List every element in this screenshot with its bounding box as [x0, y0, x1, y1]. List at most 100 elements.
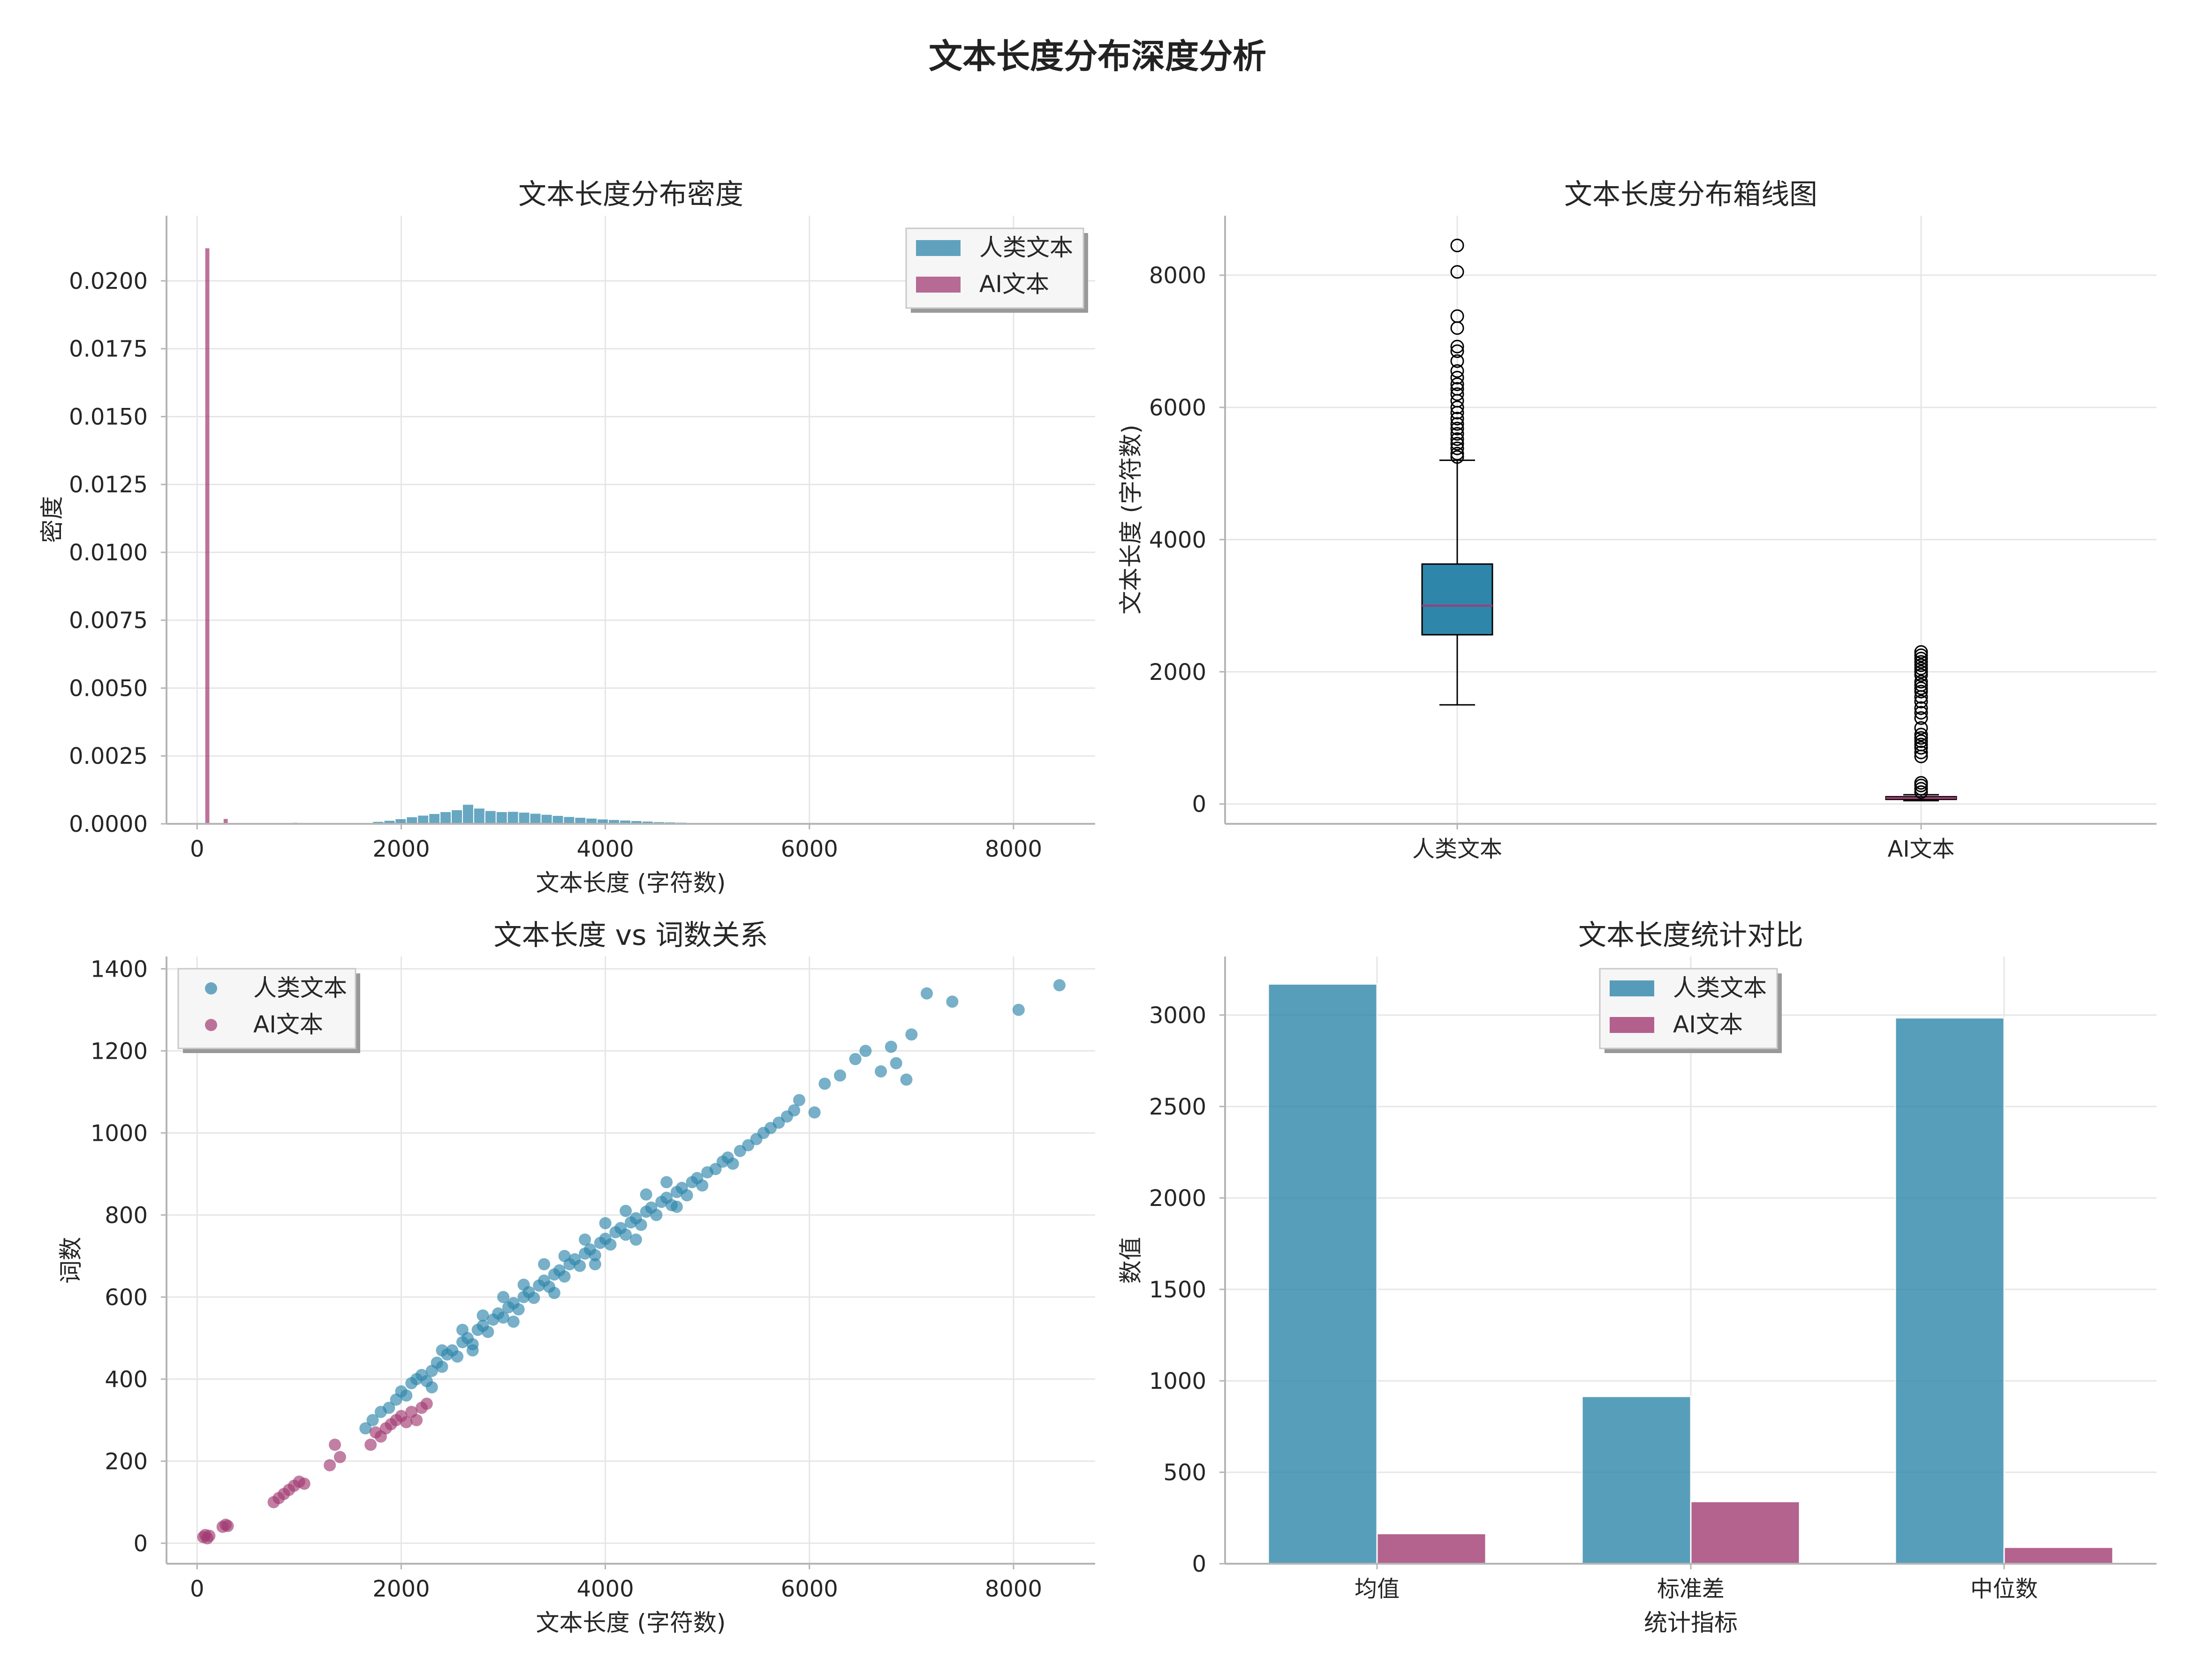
scatter-point-human — [818, 1077, 831, 1090]
hist-bar-human — [495, 811, 508, 825]
scatter-point-human — [528, 1292, 540, 1304]
scatter-point-human — [620, 1205, 632, 1217]
box-outlier — [1914, 652, 1928, 666]
bars-xtick-label: 均值 — [1355, 1576, 1400, 1602]
scatter-point-human — [905, 1028, 918, 1041]
scatter-legend-label-ai: AI文本 — [253, 1011, 323, 1038]
scatter-point-human — [558, 1270, 571, 1283]
scatter-point-human — [681, 1189, 693, 1202]
scatter-point-human — [640, 1188, 652, 1201]
box-outlier — [1914, 785, 1928, 799]
bars-title: 文本长度统计对比 — [1578, 919, 1803, 952]
box-outlier — [1450, 450, 1464, 464]
scatter-point-human — [727, 1157, 739, 1170]
hist-ylabel: 密度 — [38, 496, 66, 543]
bars-legend-label-human: 人类文本 — [1673, 974, 1767, 1002]
box-outlier — [1914, 728, 1928, 742]
scatter-point-human — [946, 995, 959, 1008]
box-outlier — [1450, 441, 1464, 455]
scatter-point-human — [436, 1344, 448, 1356]
bars-ytick-label: 0 — [1192, 1551, 1206, 1577]
scatter-point-human — [599, 1217, 612, 1229]
hist-ytick-label: 0.0150 — [69, 404, 148, 430]
scatter-point-human — [482, 1326, 494, 1338]
hist-bar-human — [473, 807, 485, 825]
hist-ytick-label: 0.0125 — [69, 472, 148, 498]
scatter-ytick-label: 200 — [105, 1448, 148, 1475]
scatter-point-human — [538, 1258, 551, 1271]
hist-bar-human — [507, 811, 519, 825]
box-outlier — [1914, 734, 1928, 748]
scatter-legend-marker-human — [205, 982, 217, 994]
scatter-point-human — [620, 1228, 632, 1241]
scatter-ytick-label: 0 — [133, 1530, 148, 1557]
box-ytick-label: 0 — [1192, 791, 1206, 818]
scatter-point-human — [788, 1104, 801, 1117]
box-outlier — [1914, 675, 1928, 689]
scatter-point-human — [466, 1344, 479, 1356]
hist-ytick-label: 0.0200 — [69, 268, 148, 294]
box-ytick-label: 4000 — [1149, 527, 1206, 553]
scatter-point-ai — [420, 1397, 433, 1410]
hist-xlabel: 文本长度 (字符数) — [536, 869, 726, 897]
box-outlier — [1914, 746, 1928, 760]
scatter-point-human — [436, 1361, 448, 1373]
box-outlier — [1914, 668, 1928, 682]
scatter-point-human — [497, 1291, 510, 1303]
bars-panel: 文本长度统计对比 均值 标准差 中位数 0 500 1000 1500 2000 2500 300… — [1117, 919, 2157, 1636]
scatter-point-human — [400, 1389, 413, 1402]
hist-legend-label-ai: AI文本 — [979, 271, 1049, 298]
scatter-ytick-label: 1000 — [91, 1120, 148, 1146]
box-outlier — [1914, 685, 1928, 699]
bars-bar-human — [1894, 1017, 2005, 1565]
hist-xtick-label: 4000 — [577, 836, 634, 862]
scatter-legend-marker-ai — [205, 1019, 217, 1031]
hist-bar-human — [484, 810, 497, 825]
bars-legend-label-ai: AI文本 — [1673, 1011, 1743, 1038]
scatter-point-ai — [324, 1459, 336, 1471]
hist-bar-human — [439, 811, 452, 825]
box-ytick-label: 8000 — [1149, 263, 1206, 289]
scatter-point-human — [859, 1045, 872, 1057]
box-outlier — [1450, 412, 1464, 426]
scatter-xtick-label: 8000 — [985, 1576, 1042, 1602]
scatter-point-human — [497, 1311, 510, 1324]
box-outlier — [1914, 711, 1928, 725]
scatter-point-human — [875, 1065, 887, 1077]
hist-panel: 文本长度分布密度 0 2000 4000 6000 8000 0.0000 0.0025 0.… — [38, 178, 1095, 897]
scatter-point-human — [635, 1219, 647, 1231]
scatter-xtick-label: 6000 — [781, 1576, 838, 1602]
hist-bar-human — [518, 812, 530, 824]
bars-legend-swatch-human — [1610, 980, 1654, 996]
scatter-panel: 文本长度 vs 词数关系 0 2000 4000 6000 8000 0 200 400 600… — [57, 919, 1095, 1636]
scatter-point-ai — [400, 1416, 413, 1429]
scatter-ytick-label: 800 — [105, 1202, 148, 1228]
box-outlier — [1450, 387, 1464, 401]
scatter-ytick-label: 600 — [105, 1284, 148, 1311]
hist-ytick-label: 0.0100 — [69, 540, 148, 566]
scatter-xtick-label: 0 — [190, 1576, 204, 1602]
box-outlier — [1914, 701, 1928, 715]
scatter-point-ai — [333, 1451, 346, 1463]
scatter-point-human — [589, 1258, 601, 1271]
box-outlier — [1450, 447, 1464, 461]
bars-bar-human — [1267, 983, 1378, 1565]
box-outlier — [1914, 741, 1928, 755]
bars-legend: 人类文本 AI文本 — [1599, 968, 1782, 1053]
scatter-title: 文本长度 vs 词数关系 — [494, 919, 768, 952]
box-iqr — [1421, 563, 1493, 636]
scatter-point-human — [793, 1094, 806, 1107]
scatter-point-human — [574, 1259, 586, 1272]
scatter-point-human — [477, 1309, 489, 1322]
box-outlier — [1450, 364, 1464, 378]
bars-ytick-label: 2000 — [1149, 1185, 1206, 1212]
box-panel: 文本长度分布箱线图 人类文本 AI文本 0 2000 4000 6000 8000 文本长度… — [1117, 178, 2157, 862]
scatter-point-ai — [329, 1439, 341, 1451]
scatter-point-human — [589, 1249, 601, 1261]
scatter-point-ai — [410, 1414, 423, 1426]
hist-legend-swatch-ai — [916, 277, 961, 293]
bars-ytick-label: 500 — [1163, 1460, 1206, 1486]
hist-ytick-label: 0.0025 — [69, 743, 148, 769]
scatter-point-human — [808, 1106, 821, 1119]
